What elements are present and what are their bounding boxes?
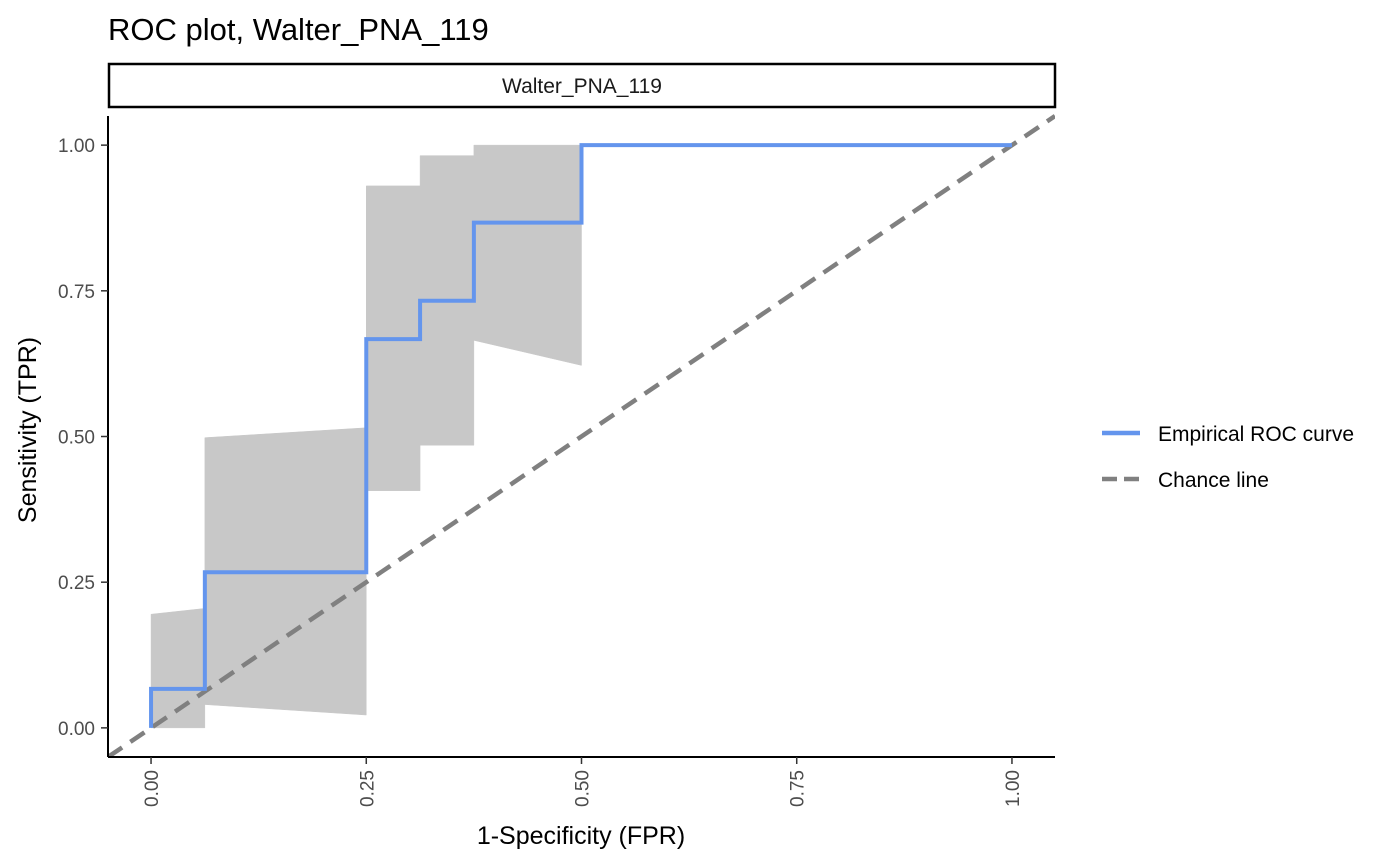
y-tick-label: 0.00 (58, 719, 95, 740)
y-tick-label: 1.00 (58, 136, 95, 157)
facet-strip (107, 62, 1057, 109)
x-tick-label: 0.50 (573, 770, 594, 807)
legend-label: Empirical ROC curve (1158, 423, 1354, 446)
y-tick-label: 0.50 (58, 428, 95, 449)
plot-lines (108, 114, 1055, 757)
y-tick-label: 0.25 (58, 573, 95, 594)
legend-label: Chance line (1158, 469, 1269, 492)
chance-line (108, 114, 1055, 757)
x-tick-label: 1.00 (1003, 770, 1024, 807)
empirical-roc-curve (149, 143, 1012, 728)
x-axis-label: 1-Specificity (FPR) (477, 822, 685, 850)
y-axis-label: Sensitivity (TPR) (14, 337, 42, 523)
x-tick-label: 0.00 (142, 770, 163, 807)
x-tick-label: 0.25 (357, 770, 378, 807)
legend: Empirical ROC curve Chance line (1102, 423, 1354, 492)
y-axis-ticks: 0.00 0.25 0.50 0.75 1.00 (58, 136, 108, 740)
y-tick-label: 0.75 (58, 282, 95, 303)
x-tick-label: 0.75 (788, 770, 809, 807)
x-axis-ticks: 0.00 0.25 0.50 0.75 1.00 (142, 757, 1024, 807)
facet-strip-label: Walter_PNA_119 (502, 75, 662, 98)
chart-title: ROC plot, Walter_PNA_119 (108, 12, 489, 47)
confidence-band-segment-4 (473, 144, 582, 366)
